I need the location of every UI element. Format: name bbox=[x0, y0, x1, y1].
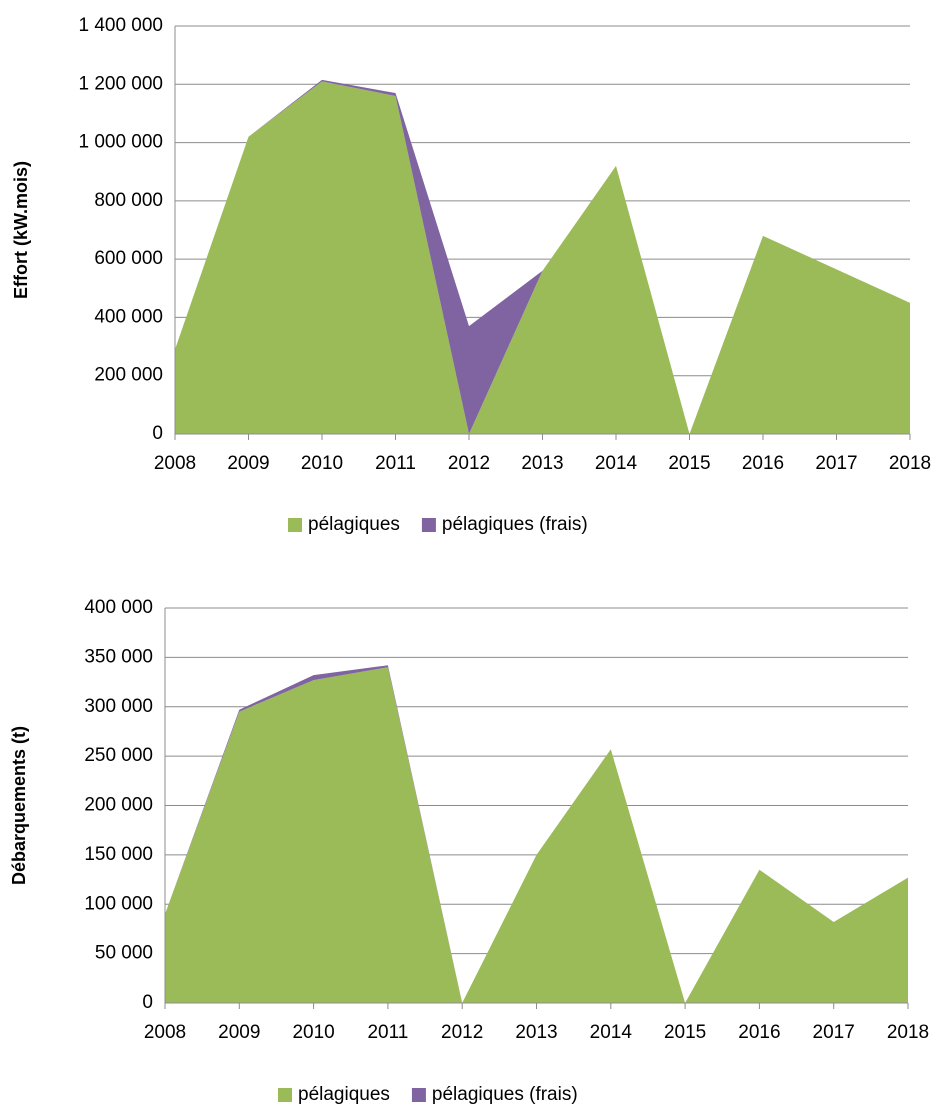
x-tick-label: 2008 bbox=[144, 1022, 186, 1043]
y-tick-label: 150 000 bbox=[84, 844, 153, 865]
x-tick-label: 2013 bbox=[521, 453, 563, 474]
y-axis-title: Débarquements (t) bbox=[9, 726, 29, 885]
y-tick-label: 800 000 bbox=[94, 190, 163, 211]
y-tick-label: 1 000 000 bbox=[78, 132, 163, 153]
y-axis-title: Effort (kW.mois) bbox=[11, 161, 31, 299]
y-tick-label: 200 000 bbox=[94, 365, 163, 386]
x-tick-label: 2014 bbox=[590, 1022, 633, 1043]
y-tick-label: 1 400 000 bbox=[78, 15, 163, 36]
y-tick-label: 0 bbox=[152, 423, 163, 444]
y-tick-label: 100 000 bbox=[84, 893, 153, 914]
x-tick-label: 2018 bbox=[887, 1022, 929, 1043]
y-tick-label: 350 000 bbox=[84, 646, 153, 667]
x-tick-label: 2018 bbox=[889, 453, 931, 474]
y-tick-label: 200 000 bbox=[84, 795, 153, 816]
y-tick-label: 600 000 bbox=[94, 248, 163, 269]
x-tick-label: 2016 bbox=[738, 1022, 780, 1043]
legend-swatch bbox=[421, 518, 436, 532]
legend-label: pélagiques bbox=[298, 1084, 390, 1105]
legend-label: pélagiques bbox=[308, 514, 400, 535]
y-tick-label: 250 000 bbox=[84, 745, 153, 766]
legend-swatch bbox=[288, 518, 302, 532]
x-tick-label: 2010 bbox=[301, 453, 343, 474]
y-tick-label: 400 000 bbox=[94, 306, 163, 327]
y-tick-label: 1 200 000 bbox=[78, 73, 163, 94]
legend-label: pélagiques (frais) bbox=[442, 514, 588, 535]
x-tick-label: 2016 bbox=[742, 453, 784, 474]
area bbox=[175, 81, 910, 434]
x-tick-label: 2015 bbox=[668, 453, 710, 474]
area bbox=[165, 667, 908, 1003]
x-tick-label: 2008 bbox=[154, 453, 196, 474]
y-tick-label: 300 000 bbox=[84, 696, 153, 717]
x-tick-label: 2009 bbox=[218, 1022, 260, 1043]
x-tick-label: 2017 bbox=[815, 453, 857, 474]
x-tick-label: 2009 bbox=[227, 453, 269, 474]
x-tick-label: 2011 bbox=[375, 453, 416, 474]
x-tick-label: 2010 bbox=[292, 1022, 334, 1043]
x-tick-label: 2012 bbox=[448, 453, 490, 474]
x-tick-label: 2011 bbox=[367, 1022, 408, 1043]
x-tick-label: 2012 bbox=[441, 1022, 483, 1043]
x-tick-label: 2013 bbox=[515, 1022, 557, 1043]
x-tick-label: 2015 bbox=[664, 1022, 706, 1043]
y-tick-label: 400 000 bbox=[84, 597, 153, 618]
y-tick-label: 50 000 bbox=[95, 943, 153, 964]
legend-swatch bbox=[278, 1088, 292, 1102]
legend-label: pélagiques (frais) bbox=[432, 1084, 578, 1105]
y-tick-label: 0 bbox=[142, 992, 153, 1013]
x-tick-label: 2017 bbox=[813, 1022, 855, 1043]
legend-swatch bbox=[411, 1088, 426, 1102]
x-tick-label: 2014 bbox=[595, 453, 638, 474]
